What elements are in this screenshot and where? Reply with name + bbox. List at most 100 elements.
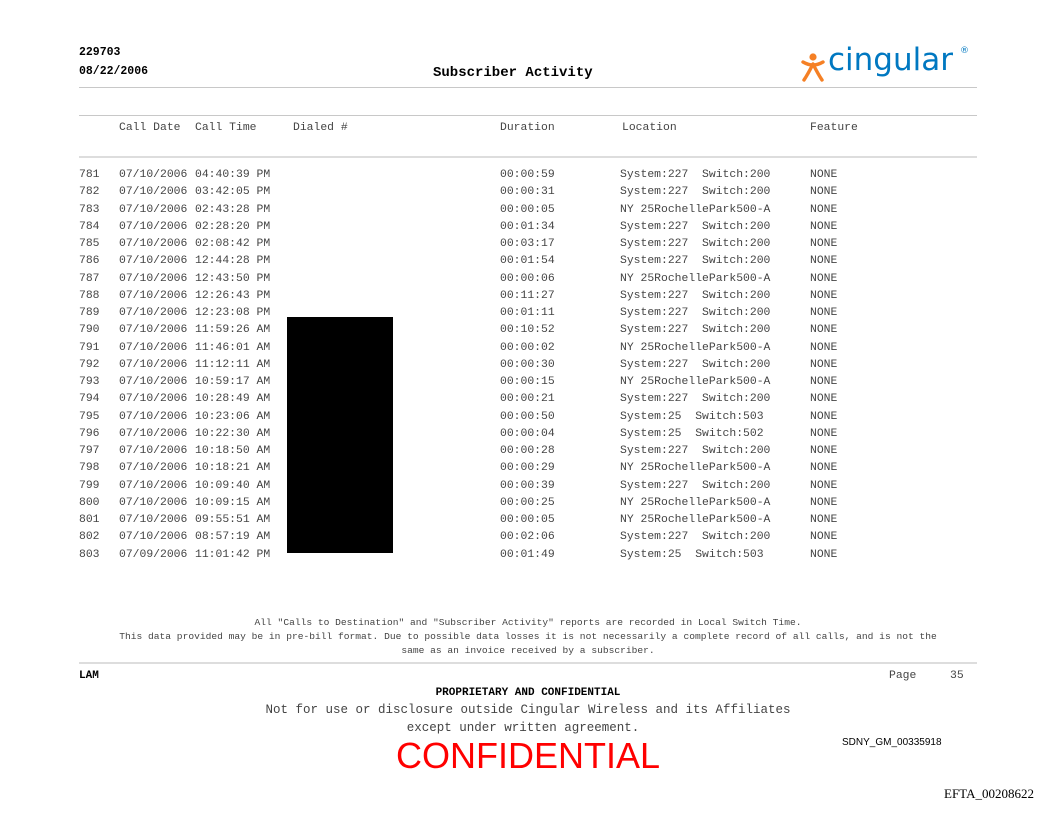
- cell-date: 07/10/2006: [119, 307, 188, 319]
- disclosure-line: Not for use or disclosure outside Cingul…: [265, 703, 791, 717]
- footer-left-code: LAM: [79, 670, 99, 682]
- cell-date: 07/10/2006: [119, 427, 188, 440]
- divider: [79, 87, 977, 88]
- cell-date: 07/10/2006: [119, 203, 188, 216]
- cell-time: 10:28:49 AM: [195, 393, 271, 406]
- cell-n: 792: [79, 358, 100, 371]
- bates-number: SDNY_GM_00335918: [842, 737, 942, 748]
- note-line: This data provided may be in pre-bill fo…: [119, 631, 937, 642]
- cell-date: 07/10/2006: [119, 341, 188, 354]
- cell-date: 07/10/2006: [119, 255, 188, 268]
- cell-duration: 00:01:34: [500, 220, 555, 233]
- cell-feature: NONE: [810, 496, 838, 509]
- cell-date: 07/09/2006: [119, 548, 188, 561]
- cell-time: 10:23:06 AM: [195, 410, 271, 423]
- cell-duration: 00:00:30: [500, 358, 555, 371]
- cell-feature: NONE: [810, 307, 838, 319]
- cell-time: 02:28:20 PM: [195, 220, 271, 233]
- confidential-stamp: CONFIDENTIAL: [395, 735, 661, 776]
- column-header-location: Location: [622, 122, 677, 134]
- cell-duration: 00:00:04: [500, 427, 555, 440]
- column-header-call-time: Call Time: [195, 122, 257, 134]
- cell-time: 12:26:43 PM: [195, 289, 271, 302]
- cell-location: System:227 Switch:200: [620, 307, 771, 319]
- cell-feature: NONE: [810, 514, 838, 526]
- cell-time: 02:43:28 PM: [195, 203, 271, 216]
- cell-date: 07/10/2006: [119, 479, 188, 492]
- cell-location: System:25 Switch:503: [620, 548, 764, 561]
- divider: [79, 662, 977, 664]
- redaction-box: [287, 317, 393, 553]
- page-number: 35: [950, 670, 964, 682]
- efta-number: EFTA_00208622: [944, 786, 1034, 801]
- report-date: 08/22/2006: [79, 65, 149, 78]
- cell-location: System:227 Switch:200: [620, 255, 771, 268]
- cell-duration: 00:01:54: [500, 255, 555, 268]
- cell-time: 12:44:28 PM: [195, 255, 271, 268]
- cell-n: 798: [79, 462, 100, 475]
- cell-location: System:227 Switch:200: [620, 324, 771, 337]
- cell-n: 787: [79, 272, 100, 285]
- cell-duration: 00:00:21: [500, 393, 555, 406]
- cell-location: System:227 Switch:200: [620, 531, 771, 544]
- cell-feature: NONE: [810, 238, 838, 250]
- disclosure-line: except under written agreement.: [406, 721, 640, 735]
- cell-n: 783: [79, 203, 100, 216]
- cell-n: 800: [79, 496, 100, 509]
- cell-duration: 00:00:29: [500, 462, 555, 475]
- cell-location: NY 25RochellePark500-A: [620, 514, 771, 526]
- cell-location: NY 25RochellePark500-A: [620, 496, 771, 509]
- cell-time: 02:08:42 PM: [195, 238, 271, 250]
- divider: [79, 115, 977, 116]
- page-label: Page: [889, 670, 917, 682]
- cell-feature: NONE: [810, 427, 838, 440]
- cell-duration: 00:00:50: [500, 410, 555, 423]
- cell-feature: NONE: [810, 410, 838, 423]
- cell-n: 782: [79, 186, 100, 199]
- cell-time: 10:18:21 AM: [195, 462, 271, 475]
- cell-date: 07/10/2006: [119, 186, 188, 199]
- cell-date: 07/10/2006: [119, 358, 188, 371]
- cell-date: 07/10/2006: [119, 531, 188, 544]
- cell-date: 07/10/2006: [119, 220, 188, 233]
- cell-date: 07/10/2006: [119, 324, 188, 337]
- cell-feature: NONE: [810, 324, 838, 337]
- cell-location: System:227 Switch:200: [620, 238, 771, 250]
- cell-feature: NONE: [810, 548, 838, 561]
- cell-feature: NONE: [810, 255, 838, 268]
- cell-duration: 00:00:15: [500, 376, 555, 388]
- cell-duration: 00:03:17: [500, 238, 555, 250]
- cell-location: System:227 Switch:200: [620, 445, 771, 457]
- cell-time: 11:59:26 AM: [195, 324, 271, 337]
- cell-n: 796: [79, 427, 100, 440]
- cell-duration: 00:00:06: [500, 272, 555, 285]
- cell-date: 07/10/2006: [119, 393, 188, 406]
- cell-duration: 00:00:59: [500, 169, 555, 181]
- cell-feature: NONE: [810, 479, 838, 492]
- cell-duration: 00:01:11: [500, 307, 555, 319]
- cell-n: 784: [79, 220, 100, 233]
- cell-location: System:227 Switch:200: [620, 169, 771, 181]
- note-line: same as an invoice received by a subscri…: [401, 645, 655, 656]
- cell-date: 07/10/2006: [119, 238, 188, 250]
- account-id: 229703: [79, 46, 121, 59]
- column-header-dialed: Dialed #: [293, 122, 348, 134]
- cell-date: 07/10/2006: [119, 169, 188, 181]
- cell-time: 11:46:01 AM: [195, 341, 271, 354]
- cell-time: 10:59:17 AM: [195, 376, 271, 388]
- cell-feature: NONE: [810, 462, 838, 475]
- cell-n: 795: [79, 410, 100, 423]
- logo-text: cingular: [828, 42, 953, 78]
- cell-feature: NONE: [810, 186, 838, 199]
- cell-duration: 00:02:06: [500, 531, 555, 544]
- cell-date: 07/10/2006: [119, 496, 188, 509]
- note-line: All "Calls to Destination" and "Subscrib…: [254, 617, 802, 628]
- cell-time: 09:55:51 AM: [195, 514, 271, 526]
- cell-date: 07/10/2006: [119, 376, 188, 388]
- cell-n: 788: [79, 289, 100, 302]
- cell-feature: NONE: [810, 531, 838, 544]
- cell-n: 789: [79, 307, 100, 319]
- cell-n: 801: [79, 514, 100, 526]
- cell-time: 08:57:19 AM: [195, 531, 271, 544]
- cell-feature: NONE: [810, 358, 838, 371]
